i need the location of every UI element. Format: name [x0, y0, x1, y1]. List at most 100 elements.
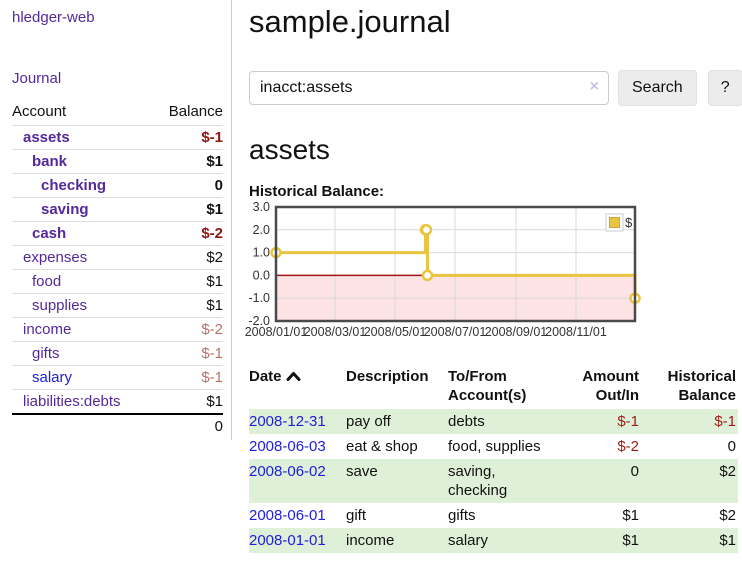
transaction-date-link[interactable]: 2008-06-03 [249, 438, 326, 455]
register-row: 2008-06-03 eat & shop food, supplies $-2 0 [249, 434, 738, 459]
sidebar-account-row: supplies $1 [12, 293, 223, 317]
sidebar-account-row: salary $-1 [12, 365, 223, 389]
y-axis-tick-label: 2.0 [253, 223, 270, 237]
balance-cell: $2 [719, 507, 736, 524]
account-balance: $-2 [201, 321, 223, 338]
sidebar-account-row: cash $-2 [12, 221, 223, 245]
account-balance: $1 [206, 297, 223, 314]
description-cell: save [346, 459, 448, 503]
brand-link[interactable]: hledger-web [12, 9, 95, 26]
account-column-header: Account [12, 103, 67, 120]
description-cell: income [346, 528, 448, 553]
search-input[interactable] [249, 71, 609, 105]
accounts-cell: saving, checking [448, 459, 558, 503]
sort-ascending-icon [286, 372, 301, 381]
amount-cell: $1 [622, 507, 639, 524]
chart-title: Historical Balance: [249, 183, 385, 200]
accounts-rows: assets $-1 bank $1 checking 0 saving $1 cash $-2 e… [12, 125, 223, 413]
accounts-cell: gifts [448, 507, 476, 524]
balance-cell: 0 [727, 438, 736, 455]
account-link[interactable]: checking [41, 177, 107, 194]
accounts-balance-table: Account Balance assets $-1 bank $1 checking 0… [12, 102, 223, 438]
register-rows: 2008-12-31 pay off debts $-1 $-1 2008-06-03 ea… [249, 409, 738, 553]
transaction-date-link[interactable]: 2008-06-02 [249, 463, 326, 480]
register-header-row: Date Description To/From Account(s) Amou… [249, 365, 738, 409]
account-balance: $1 [206, 153, 223, 170]
y-axis-tick-label: 3.0 [253, 200, 270, 214]
account-link[interactable]: expenses [23, 249, 88, 266]
account-balance: $1 [206, 273, 223, 290]
account-balance: $-1 [201, 369, 223, 386]
date-cell: 2008-06-03 [249, 434, 346, 459]
date-cell: 2008-01-01 [249, 528, 346, 553]
data-point [421, 269, 434, 282]
description-cell: gift [346, 507, 367, 524]
main-content: sample.journal × Search ? assets Histori… [232, 0, 742, 553]
account-balance: $1 [206, 201, 223, 218]
transaction-date-link[interactable]: 2008-06-01 [249, 507, 326, 524]
search-button[interactable]: Search [618, 70, 697, 106]
account-balance: $-1 [201, 129, 223, 146]
account-link[interactable]: salary [32, 369, 73, 386]
description-column-header: Description [346, 368, 429, 385]
page-title: sample.journal [249, 4, 451, 39]
clear-search-icon[interactable]: × [589, 78, 599, 95]
account-link[interactable]: supplies [32, 297, 88, 314]
account-link[interactable]: saving [41, 201, 89, 218]
y-axis-tick-label: 1.0 [253, 246, 270, 260]
account-balance: $-2 [201, 225, 223, 242]
account-link[interactable]: food [32, 273, 62, 290]
transaction-date-link[interactable]: 2008-12-31 [249, 413, 326, 430]
x-axis-tick-label: 2008/09/01 [485, 325, 548, 339]
account-balance: $1 [206, 393, 223, 410]
accounts-table-header: Account Balance [12, 102, 223, 125]
account-link[interactable]: gifts [32, 345, 60, 362]
date-column-header[interactable]: Date [249, 365, 346, 409]
register-row: 2008-12-31 pay off debts $-1 $-1 [249, 409, 738, 434]
transaction-date-link[interactable]: 2008-01-01 [249, 532, 326, 549]
y-axis-tick-label: 0.0 [253, 268, 270, 282]
sidebar-account-row: liabilities:debts $1 [12, 389, 223, 413]
account-link[interactable]: liabilities:debts [23, 393, 121, 410]
x-axis-tick-label: 2008/05/01 [364, 325, 427, 339]
sidebar-account-row: expenses $2 [12, 245, 223, 269]
account-link[interactable]: assets [23, 129, 70, 146]
amount-cell: $-2 [617, 438, 639, 455]
account-link[interactable]: bank [32, 153, 68, 170]
amount-cell: $1 [558, 528, 641, 553]
sidebar-account-row: food $1 [12, 269, 223, 293]
x-axis-tick-label: 2008/07/01 [424, 325, 487, 339]
account-link[interactable]: income [23, 321, 72, 338]
sidebar-account-row: assets $-1 [12, 125, 223, 149]
historical-balance-chart[interactable]: 3.0 2.0 1.0 0.0 -1.0 -2.02008/01/012008/03/01… [245, 200, 649, 344]
chart-legend: $ [605, 213, 633, 232]
x-axis-tick-label: 2008/11/01 [545, 325, 607, 339]
account-balance: 0 [214, 177, 223, 194]
help-button[interactable]: ? [707, 70, 742, 106]
balance-column-header: Historical Balance [667, 368, 736, 404]
search-bar: × Search ? [249, 70, 742, 106]
register-table: Date Description To/From Account(s) Amou… [249, 365, 738, 553]
amount-column-header: Amount Out/In [582, 368, 639, 404]
register-row: 2008-01-01 income salary $1 $1 [249, 528, 738, 553]
account-balance: $-1 [201, 345, 223, 362]
amount-cell: 0 [558, 459, 641, 503]
sidebar-account-row: income $-2 [12, 317, 223, 341]
accounts-column-header: To/From Account(s) [448, 368, 527, 404]
account-link[interactable]: cash [32, 225, 67, 242]
balance-cell: $2 [641, 459, 738, 503]
register-row: 2008-06-02 save saving, checking 0 $2 [249, 459, 738, 503]
data-point [420, 224, 433, 236]
accounts-cell: food, supplies [448, 438, 541, 455]
legend-swatch [609, 217, 620, 228]
sidebar-account-row: saving $1 [12, 197, 223, 221]
y-axis-tick-label: -1.0 [248, 291, 270, 305]
sidebar-item-journal[interactable]: Journal [12, 70, 62, 87]
description-cell: pay off [346, 409, 448, 434]
sidebar-account-row: gifts $-1 [12, 341, 223, 365]
total-balance-value: 0 [214, 418, 223, 435]
y-axis-tick-label: -2.0 [248, 314, 270, 328]
sidebar-account-row: checking 0 [12, 173, 223, 197]
search-box: × [249, 71, 609, 105]
